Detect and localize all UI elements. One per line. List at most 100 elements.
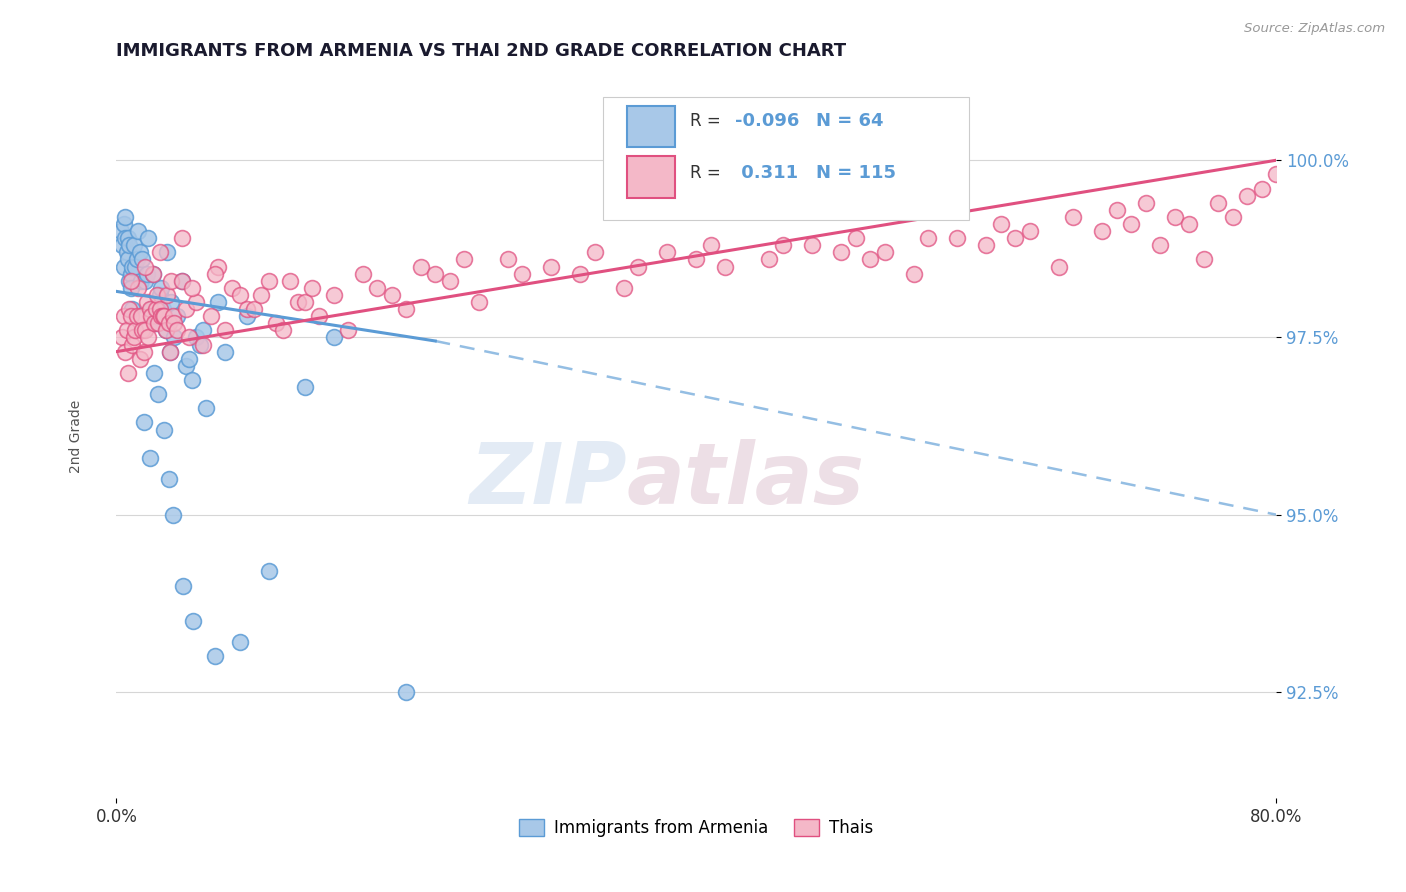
Point [337,323,360,337]
Point [510,267,533,281]
Point [129,309,152,323]
Point [1222,210,1244,224]
Point [1135,195,1157,210]
Point [184,330,207,344]
Point [124,323,146,337]
Point [294,295,316,310]
Point [257,274,280,288]
Point [120,267,142,281]
Point [425,267,447,281]
Point [149,302,172,317]
Point [136,231,159,245]
Point [129,274,152,288]
Point [120,281,142,295]
Point [228,288,250,302]
Point [128,245,150,260]
Point [322,288,344,302]
Point [322,330,344,344]
Point [125,252,148,267]
Bar [627,156,675,198]
Point [138,302,160,317]
Point [155,323,177,337]
Point [1163,210,1185,224]
Point [236,302,259,317]
Point [159,344,181,359]
Point [287,295,309,310]
Point [118,274,141,288]
Point [117,231,139,245]
Point [160,274,183,288]
Point [184,295,207,310]
Point [150,281,173,295]
Point [115,245,138,260]
Point [1236,188,1258,202]
Point [160,295,183,310]
Point [257,565,280,579]
Point [122,238,145,252]
Point [990,217,1012,231]
Point [143,366,166,380]
Point [141,302,163,317]
Point [583,245,606,260]
Point [772,238,794,252]
Point [112,309,135,323]
Point [166,309,188,323]
Point [142,267,165,281]
Point [1121,217,1143,231]
Point [134,274,156,288]
Point [395,302,418,317]
Point [127,224,149,238]
Point [195,401,218,416]
Point [439,274,461,288]
Point [177,330,200,344]
Point [1265,168,1288,182]
Point [172,578,194,592]
Point [873,245,896,260]
Point [127,281,149,295]
Point [409,260,432,274]
Point [180,281,202,295]
Point [1206,195,1229,210]
Point [115,323,138,337]
Point [142,267,165,281]
Point [159,344,181,359]
Point [221,281,243,295]
Point [613,281,636,295]
Point [177,351,200,366]
Point [974,238,997,252]
Point [121,302,143,317]
Point [264,316,287,330]
Point [111,330,134,344]
Point [352,267,374,281]
Point [152,309,174,323]
Point [132,344,155,359]
Point [145,302,167,317]
Point [131,323,153,337]
Point [156,288,179,302]
Point [1062,210,1084,224]
Point [121,260,143,274]
Point [120,274,142,288]
Point [145,316,167,330]
Point [114,344,136,359]
Point [1250,181,1272,195]
Point [271,323,294,337]
Point [163,316,186,330]
Point [110,224,132,238]
Point [207,295,229,310]
Point [204,267,226,281]
Point [132,416,155,430]
Point [308,309,330,323]
Point [174,302,197,317]
Point [153,309,176,323]
Point [1091,224,1114,238]
Point [155,323,177,337]
Point [657,245,679,260]
Point [627,260,650,274]
Point [181,614,204,628]
Point [134,323,156,337]
Point [153,423,176,437]
Point [170,231,193,245]
Point [214,323,236,337]
Point [381,288,404,302]
